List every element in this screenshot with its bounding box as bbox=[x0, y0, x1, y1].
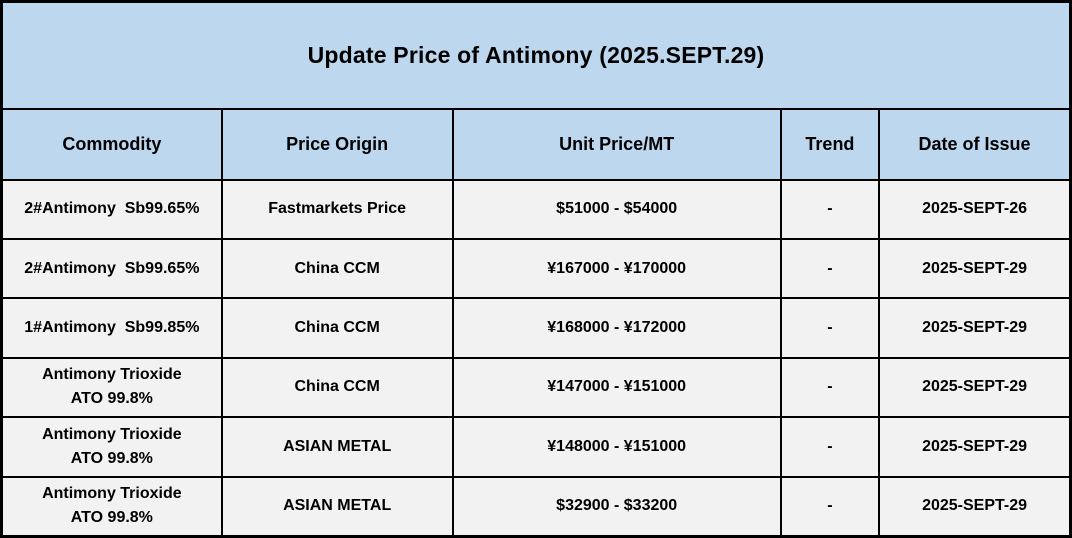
date-of-issue-cell: 2025-SEPT-29 bbox=[878, 297, 1072, 359]
price-origin-cell: Fastmarkets Price bbox=[220, 178, 454, 241]
commodity-cell: Antimony Trioxide ATO 99.8% bbox=[0, 475, 223, 538]
unit-price-cell: ¥147000 - ¥151000 bbox=[451, 356, 782, 419]
trend-cell: - bbox=[779, 356, 881, 419]
date-of-issue-cell: 2025-SEPT-26 bbox=[878, 178, 1072, 241]
unit-price-cell: $51000 - $54000 bbox=[451, 178, 782, 241]
date-of-issue-cell: 2025-SEPT-29 bbox=[878, 238, 1072, 300]
commodity-cell: 1#Antimony Sb99.85% bbox=[0, 297, 223, 359]
table-row: Antimony Trioxide ATO 99.8% ASIAN METAL … bbox=[0, 416, 1072, 478]
trend-cell: - bbox=[779, 178, 881, 241]
unit-price-cell: ¥168000 - ¥172000 bbox=[451, 297, 782, 359]
col-header-commodity: Commodity bbox=[0, 108, 223, 181]
commodity-cell: Antimony Trioxide ATO 99.8% bbox=[0, 356, 223, 419]
col-header-trend: Trend bbox=[779, 108, 881, 181]
col-header-price-origin: Price Origin bbox=[220, 108, 454, 181]
commodity-cell: Antimony Trioxide ATO 99.8% bbox=[0, 416, 223, 478]
date-of-issue-cell: 2025-SEPT-29 bbox=[878, 475, 1072, 538]
table-row: 1#Antimony Sb99.85% China CCM ¥168000 - … bbox=[0, 297, 1072, 359]
table-row: Antimony Trioxide ATO 99.8% China CCM ¥1… bbox=[0, 356, 1072, 419]
table-row: 2#Antimony Sb99.65% China CCM ¥167000 - … bbox=[0, 238, 1072, 300]
price-origin-cell: ASIAN METAL bbox=[220, 416, 454, 478]
date-of-issue-cell: 2025-SEPT-29 bbox=[878, 356, 1072, 419]
price-origin-cell: China CCM bbox=[220, 297, 454, 359]
unit-price-cell: ¥167000 - ¥170000 bbox=[451, 238, 782, 300]
table-row: 2#Antimony Sb99.65% Fastmarkets Price $5… bbox=[0, 178, 1072, 241]
header-row: Commodity Price Origin Unit Price/MT Tre… bbox=[0, 108, 1072, 181]
trend-cell: - bbox=[779, 297, 881, 359]
unit-price-cell: $32900 - $33200 bbox=[451, 475, 782, 538]
page-title: Update Price of Antimony (2025.SEPT.29) bbox=[0, 0, 1072, 111]
unit-price-cell: ¥148000 - ¥151000 bbox=[451, 416, 782, 478]
trend-cell: - bbox=[779, 475, 881, 538]
price-origin-cell: ASIAN METAL bbox=[220, 475, 454, 538]
price-origin-cell: China CCM bbox=[220, 356, 454, 419]
col-header-date-of-issue: Date of Issue bbox=[878, 108, 1072, 181]
commodity-cell: 2#Antimony Sb99.65% bbox=[0, 238, 223, 300]
commodity-cell: 2#Antimony Sb99.65% bbox=[0, 178, 223, 241]
trend-cell: - bbox=[779, 238, 881, 300]
table-row: Antimony Trioxide ATO 99.8% ASIAN METAL … bbox=[0, 475, 1072, 538]
trend-cell: - bbox=[779, 416, 881, 478]
date-of-issue-cell: 2025-SEPT-29 bbox=[878, 416, 1072, 478]
price-origin-cell: China CCM bbox=[220, 238, 454, 300]
title-row: Update Price of Antimony (2025.SEPT.29) bbox=[0, 0, 1072, 111]
col-header-unit-price: Unit Price/MT bbox=[451, 108, 782, 181]
